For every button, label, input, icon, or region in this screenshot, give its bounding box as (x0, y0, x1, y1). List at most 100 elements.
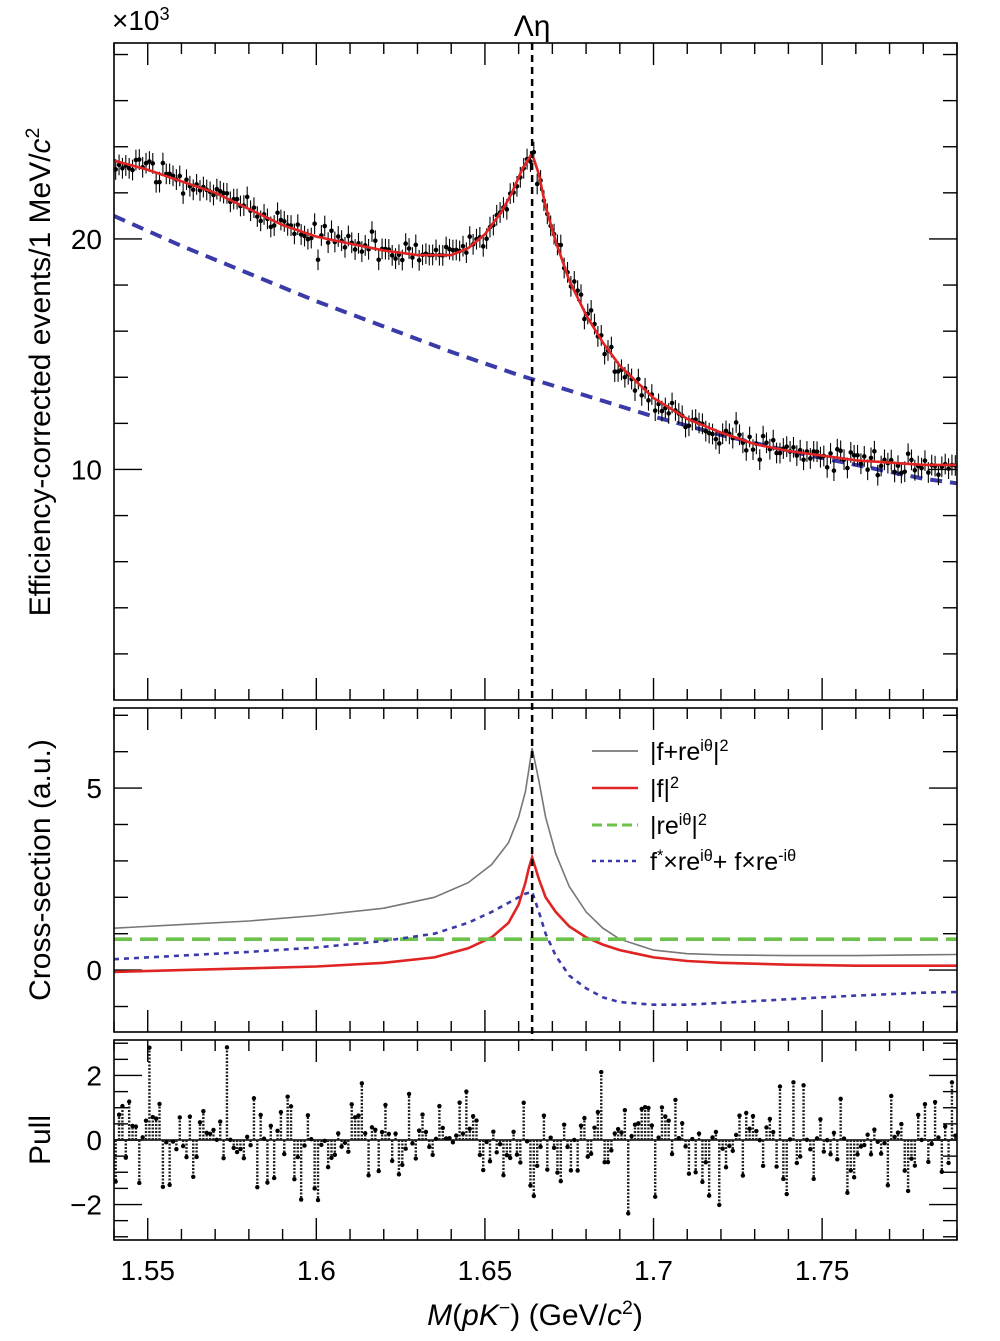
data-point (791, 445, 796, 450)
pull-point (339, 1144, 344, 1149)
pull-point (740, 1173, 746, 1178)
data-point (713, 436, 719, 442)
data-point (180, 191, 186, 196)
pull-point (207, 1131, 213, 1137)
pull-point (231, 1145, 236, 1151)
data-point (295, 222, 301, 227)
pull-point (454, 1133, 459, 1138)
pull-point (804, 1137, 810, 1143)
data-point (612, 369, 618, 374)
data-point (302, 233, 307, 239)
pull-point (646, 1105, 651, 1111)
data-point (743, 448, 749, 453)
data-point (737, 432, 742, 438)
pull-point (632, 1122, 638, 1127)
pull-point (636, 1121, 641, 1126)
signal-curve (113, 214, 958, 486)
pull-point (410, 1141, 415, 1146)
pull-point (123, 1155, 129, 1160)
pull-point (851, 1175, 857, 1180)
pull-point (487, 1159, 493, 1164)
data-point (892, 469, 897, 475)
pull-point (916, 1112, 921, 1118)
x-tick-label: 1.55 (120, 1255, 175, 1286)
pull-point (683, 1144, 688, 1149)
pull-point (882, 1141, 887, 1146)
pull-point (312, 1186, 317, 1191)
pull-point (818, 1117, 823, 1122)
data-point (757, 457, 763, 462)
pull-point (282, 1151, 287, 1157)
pull-point (676, 1135, 682, 1141)
pull-point (814, 1136, 820, 1141)
data-point (376, 257, 382, 263)
data-point (636, 376, 641, 382)
pull-point (518, 1160, 523, 1165)
data-point (150, 161, 156, 166)
pull-point (831, 1130, 837, 1136)
data-point (588, 308, 594, 313)
pull-point (548, 1135, 553, 1140)
pull-point (396, 1172, 402, 1177)
data-point (575, 288, 580, 293)
data-point (433, 247, 439, 253)
panel-frame-bottom (113, 1039, 958, 1241)
data-point (919, 465, 924, 471)
pull-point (878, 1151, 884, 1156)
data-point (710, 431, 715, 437)
pull-point (194, 1154, 199, 1160)
legend-label-resonance-curve: |f|2 (650, 774, 679, 803)
pull-point (744, 1110, 749, 1116)
pull-point (679, 1121, 685, 1126)
panel-frame-middle (113, 707, 958, 1033)
pull-point (383, 1102, 388, 1108)
pull-point (376, 1168, 381, 1174)
data-point (659, 408, 665, 414)
data-point (116, 162, 122, 168)
pull-point (690, 1136, 695, 1142)
pull-point (585, 1154, 590, 1159)
data-point (639, 393, 645, 398)
pull-point (147, 1045, 152, 1050)
pull-point (599, 1069, 604, 1075)
pull-point (521, 1100, 526, 1105)
data-point (571, 279, 577, 284)
pull-point (504, 1152, 510, 1158)
pull-point (187, 1114, 193, 1119)
pull-point (710, 1135, 715, 1140)
pull-point (653, 1194, 658, 1199)
data-point (750, 447, 756, 452)
pull-point (538, 1144, 543, 1150)
pull-point (588, 1151, 594, 1156)
data-point (467, 234, 473, 239)
data-point (716, 441, 722, 446)
pull-point (609, 1148, 614, 1153)
data-point (868, 455, 874, 461)
data-point (133, 157, 139, 163)
pull-point (285, 1094, 290, 1099)
y-tick-label: 5 (86, 773, 102, 804)
y-tick-label: −2 (70, 1190, 102, 1221)
pull-point (848, 1168, 853, 1173)
pull-point (899, 1121, 904, 1127)
data-point (251, 205, 257, 210)
data-point (352, 247, 358, 252)
pull-point (794, 1160, 800, 1166)
pull-point (534, 1163, 540, 1168)
data-point (413, 242, 419, 248)
pull-point (666, 1118, 671, 1123)
data-point (808, 456, 813, 461)
pull-point (315, 1197, 321, 1203)
pull-point (565, 1144, 570, 1150)
data-point (794, 453, 800, 458)
pull-point (784, 1191, 789, 1197)
data-point (130, 167, 135, 173)
data-point (416, 257, 422, 263)
data-point (329, 228, 334, 234)
pull-point (494, 1150, 499, 1155)
data-point (632, 388, 638, 393)
pull-point (713, 1129, 719, 1135)
pull-point (946, 1160, 951, 1166)
data-point (393, 256, 398, 261)
pull-point (143, 1118, 149, 1123)
